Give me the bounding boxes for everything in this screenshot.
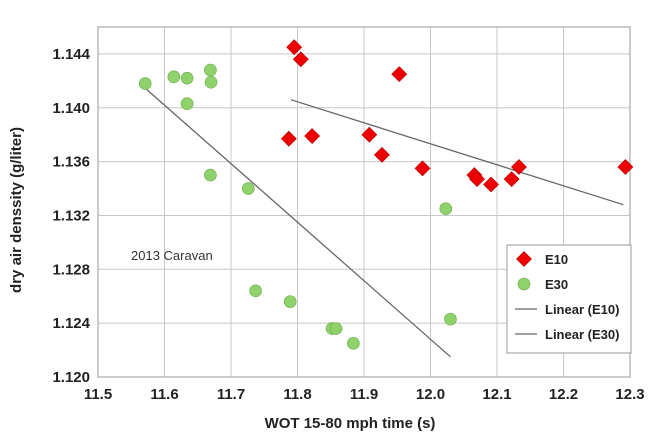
grid-lines	[97, 26, 631, 378]
legend-label: Linear (E30)	[545, 327, 619, 342]
data-points	[138, 39, 634, 350]
y-axis-ticks: 1.120 1.124 1.128 1.132 1.136 1.140 1.144	[52, 46, 90, 386]
data-point-e10	[361, 126, 378, 143]
data-point-e30	[204, 75, 218, 89]
y-tick-label: 1.132	[52, 207, 90, 224]
data-point-e10	[292, 51, 309, 68]
x-tick-label: 12.1	[482, 386, 511, 403]
x-tick-label: 11.7	[217, 386, 245, 403]
data-point-e10	[483, 176, 499, 193]
data-point-e30	[347, 337, 360, 350]
x-axis-ticks: 11.5 11.6 11.7 11.8 11.9 12.0 12.1 12.2 12.3	[84, 386, 645, 403]
trendline	[144, 87, 451, 358]
y-tick-label: 1.136	[52, 154, 90, 171]
legend-label: Linear (E10)	[545, 302, 619, 317]
data-point-e30	[241, 182, 255, 195]
data-point-e30	[249, 284, 262, 298]
data-point-e10	[503, 171, 520, 188]
y-tick-label: 1.140	[52, 100, 90, 117]
data-point-e10	[374, 146, 390, 163]
data-point-e30	[444, 312, 457, 326]
x-tick-label: 12.2	[549, 386, 578, 403]
data-point-e10	[304, 128, 321, 144]
x-tick-label: 11.9	[350, 386, 378, 403]
data-point-e30	[329, 322, 343, 335]
x-tick-label: 11.8	[283, 386, 311, 403]
data-point-e30	[204, 63, 217, 77]
trendlines	[144, 87, 624, 358]
data-point-e30	[167, 70, 181, 84]
data-point-e30	[180, 71, 194, 85]
legend-label: E30	[545, 277, 568, 292]
legend-swatch-e30	[517, 277, 531, 291]
data-point-e10	[280, 130, 297, 147]
legend: E10 E30 Linear (E10) Linear (E30)	[506, 244, 632, 354]
y-axis-title: dry air denssity (g/liter)	[8, 127, 25, 293]
legend-swatch-e10	[516, 251, 532, 267]
y-tick-label: 1.144	[52, 46, 90, 63]
data-point-e10	[617, 159, 634, 175]
data-point-e10	[286, 39, 303, 56]
x-tick-label: 11.5	[84, 386, 112, 403]
trendline	[290, 99, 624, 206]
data-point-e30	[283, 295, 297, 308]
y-tick-label: 1.124	[52, 315, 90, 332]
data-point-e30	[439, 202, 453, 216]
data-point-e30	[204, 168, 217, 182]
x-axis-title: WOT 15-80 mph time (s)	[265, 415, 436, 432]
annotation-label: 2013 Caravan	[131, 248, 213, 263]
data-point-e10	[469, 171, 485, 188]
plot-area-border	[97, 26, 631, 378]
legend-label: E10	[545, 252, 568, 267]
x-tick-label: 12.3	[615, 386, 644, 403]
data-point-e30	[138, 77, 152, 90]
y-tick-label: 1.128	[52, 261, 90, 278]
data-point-e10	[511, 159, 527, 175]
x-tick-label: 12.0	[416, 386, 445, 403]
data-point-e30	[180, 97, 194, 111]
y-tick-label: 1.120	[52, 369, 90, 386]
data-point-e10	[391, 66, 408, 83]
x-tick-label: 11.6	[150, 386, 178, 403]
data-point-e10	[414, 160, 431, 177]
